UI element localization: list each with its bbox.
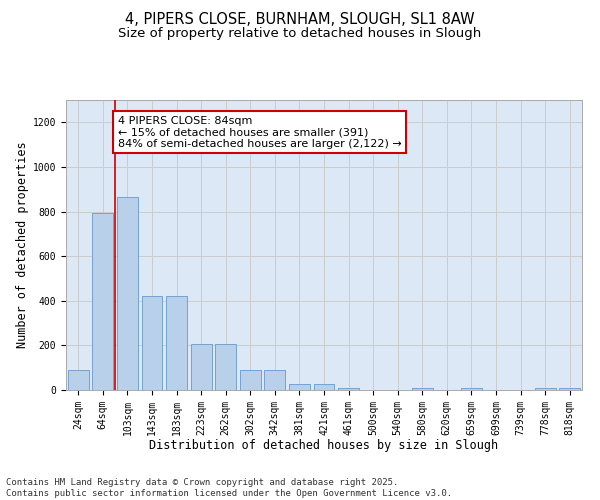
Bar [265, 370, 286, 390]
Bar [338, 388, 359, 390]
Bar [142, 296, 163, 390]
Bar [412, 388, 433, 390]
Bar [314, 384, 334, 390]
Bar [68, 370, 89, 390]
Text: 4 PIPERS CLOSE: 84sqm
← 15% of detached houses are smaller (391)
84% of semi-det: 4 PIPERS CLOSE: 84sqm ← 15% of detached … [118, 116, 401, 149]
Text: 4, PIPERS CLOSE, BURNHAM, SLOUGH, SL1 8AW: 4, PIPERS CLOSE, BURNHAM, SLOUGH, SL1 8A… [125, 12, 475, 28]
Bar [289, 384, 310, 390]
Bar [461, 388, 482, 390]
Bar [535, 388, 556, 390]
Bar [117, 197, 138, 390]
Bar [215, 344, 236, 390]
Bar [166, 296, 187, 390]
Bar [92, 212, 113, 390]
Bar [559, 388, 580, 390]
Bar [191, 344, 212, 390]
X-axis label: Distribution of detached houses by size in Slough: Distribution of detached houses by size … [149, 439, 499, 452]
Text: Contains HM Land Registry data © Crown copyright and database right 2025.
Contai: Contains HM Land Registry data © Crown c… [6, 478, 452, 498]
Text: Size of property relative to detached houses in Slough: Size of property relative to detached ho… [118, 28, 482, 40]
Y-axis label: Number of detached properties: Number of detached properties [16, 142, 29, 348]
Bar [240, 370, 261, 390]
